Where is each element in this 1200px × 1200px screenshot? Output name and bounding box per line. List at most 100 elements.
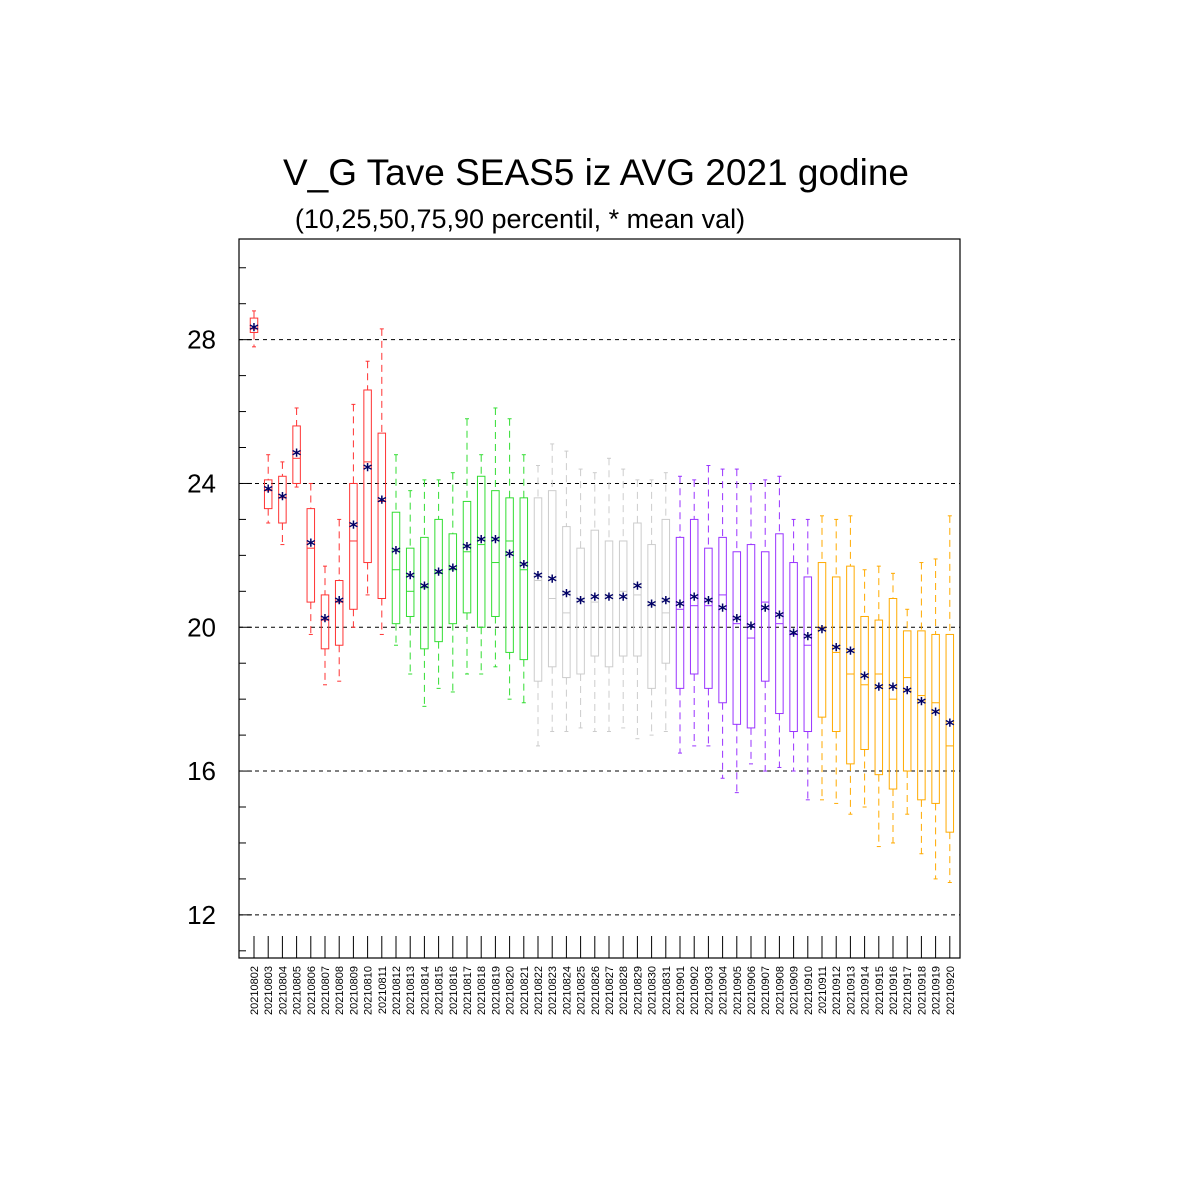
mean-marker: * bbox=[817, 622, 827, 643]
mean-marker: * bbox=[931, 705, 941, 726]
x-tick-label: 20210808 bbox=[334, 966, 346, 1015]
x-tick-label: 20210814 bbox=[419, 966, 431, 1015]
mean-marker: * bbox=[675, 597, 685, 618]
x-tick-label: 20210908 bbox=[774, 966, 786, 1015]
mean-marker: * bbox=[547, 572, 557, 593]
x-tick-label: 20210813 bbox=[405, 966, 417, 1015]
box bbox=[476, 475, 486, 628]
box bbox=[306, 508, 316, 603]
x-tick-label: 20210811 bbox=[377, 966, 389, 1014]
mean-marker: * bbox=[732, 611, 742, 632]
mean-marker: * bbox=[888, 679, 898, 700]
box bbox=[547, 490, 557, 668]
mean-marker: * bbox=[661, 593, 671, 614]
x-tick-label: 20210828 bbox=[618, 966, 630, 1015]
box bbox=[633, 522, 642, 657]
x-tick-label: 20210812 bbox=[391, 966, 403, 1015]
mean-marker: * bbox=[831, 640, 841, 661]
x-tick-label: 20210810 bbox=[363, 966, 375, 1015]
mean-marker: * bbox=[434, 564, 444, 585]
box bbox=[334, 580, 344, 646]
mean-marker: * bbox=[860, 669, 870, 690]
y-tick-label: 16 bbox=[187, 756, 216, 786]
box bbox=[647, 544, 656, 689]
x-tick-label: 20210831 bbox=[661, 966, 673, 1015]
x-tick-label: 20210818 bbox=[476, 966, 488, 1015]
x-tick-label: 20210807 bbox=[320, 966, 332, 1015]
x-tick-label: 20210906 bbox=[746, 966, 758, 1015]
mean-marker: * bbox=[306, 536, 316, 557]
mean-marker: * bbox=[789, 625, 799, 646]
y-axis-tick-labels: 12 16 20 24 28 bbox=[187, 325, 216, 930]
box bbox=[604, 540, 614, 668]
box bbox=[249, 317, 259, 333]
box bbox=[860, 615, 869, 750]
box bbox=[405, 547, 415, 617]
box bbox=[888, 598, 898, 790]
x-tick-label: 20210915 bbox=[874, 966, 886, 1015]
mean-marker: * bbox=[519, 557, 529, 578]
mean-marker: * bbox=[945, 715, 955, 736]
box bbox=[661, 518, 671, 664]
mean-marker: * bbox=[476, 532, 486, 553]
box bbox=[675, 536, 685, 689]
mean-marker: * bbox=[263, 482, 273, 503]
mean-marker: * bbox=[462, 539, 472, 560]
y-tick-label: 20 bbox=[187, 612, 216, 642]
x-tick-label: 20210820 bbox=[505, 966, 517, 1015]
chart-subtitle: (10,25,50,75,90 percentil, * mean val) bbox=[295, 204, 745, 234]
x-tick-label: 20210919 bbox=[931, 966, 943, 1015]
x-tick-label: 20210901 bbox=[675, 966, 687, 1015]
x-tick-label: 20210911 bbox=[817, 966, 829, 1014]
x-tick-label: 20210909 bbox=[789, 966, 801, 1015]
x-tick-label: 20210815 bbox=[434, 966, 446, 1015]
box bbox=[292, 425, 301, 484]
x-tick-label: 20210802 bbox=[249, 966, 261, 1015]
x-tick-label: 20210918 bbox=[916, 966, 928, 1015]
mean-marker: * bbox=[874, 679, 884, 700]
x-tick-label: 20210912 bbox=[831, 966, 843, 1015]
mean-marker: * bbox=[618, 590, 628, 611]
mean-markers: ** ************ ** * **** ** * * * *** * * * * ** ** ** *… bbox=[249, 320, 955, 736]
box bbox=[789, 562, 798, 733]
mean-marker: * bbox=[760, 600, 770, 621]
x-tick-label: 20210827 bbox=[604, 966, 616, 1015]
mean-marker: * bbox=[704, 593, 714, 614]
x-tick-label: 20210804 bbox=[277, 966, 289, 1015]
x-tick-label: 20210907 bbox=[760, 966, 772, 1015]
x-tick-label: 20210904 bbox=[718, 966, 730, 1015]
mean-marker: * bbox=[491, 532, 501, 553]
x-tick-label: 20210805 bbox=[292, 966, 304, 1015]
mean-marker: * bbox=[590, 590, 600, 611]
box bbox=[902, 630, 912, 772]
box bbox=[263, 479, 273, 510]
gridlines bbox=[239, 339, 960, 916]
mean-marker: * bbox=[689, 590, 699, 611]
box bbox=[817, 562, 827, 718]
box bbox=[519, 497, 529, 661]
box bbox=[590, 529, 600, 657]
mean-marker: * bbox=[633, 579, 643, 600]
box bbox=[803, 576, 813, 733]
mean-marker: * bbox=[448, 561, 458, 582]
box bbox=[874, 619, 884, 776]
x-tick-label: 20210914 bbox=[860, 966, 872, 1015]
box bbox=[732, 551, 742, 725]
x-tick-label: 20210905 bbox=[732, 966, 744, 1015]
box bbox=[391, 511, 401, 625]
x-tick-label: 20210822 bbox=[533, 966, 545, 1015]
box bbox=[704, 547, 713, 689]
mean-marker: * bbox=[917, 694, 927, 715]
box bbox=[349, 482, 358, 610]
mean-marker: * bbox=[775, 607, 785, 628]
mean-marker: * bbox=[249, 320, 259, 341]
mean-marker: * bbox=[604, 590, 614, 611]
box bbox=[363, 389, 372, 564]
box bbox=[618, 540, 628, 657]
mean-marker: * bbox=[363, 460, 373, 481]
mean-marker: * bbox=[718, 600, 728, 621]
box bbox=[505, 497, 514, 653]
x-tick-label: 20210824 bbox=[561, 966, 573, 1015]
box bbox=[377, 432, 387, 599]
